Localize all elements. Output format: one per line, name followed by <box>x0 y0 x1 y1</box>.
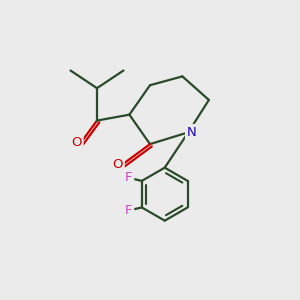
Text: O: O <box>71 136 82 149</box>
Text: O: O <box>112 158 123 171</box>
Text: F: F <box>125 204 132 217</box>
Text: N: N <box>187 126 197 139</box>
Text: F: F <box>125 172 132 184</box>
